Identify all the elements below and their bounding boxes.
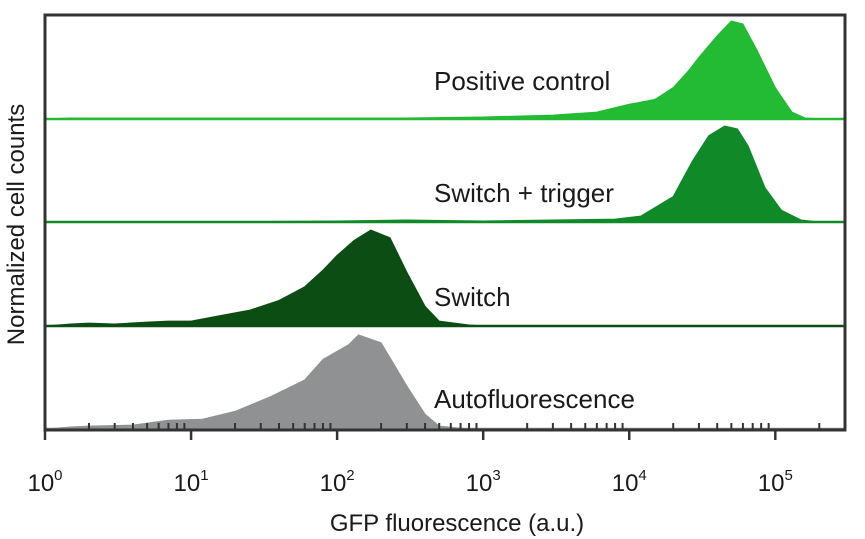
x-tick-label: 100 <box>27 467 62 497</box>
x-tick-base: 10 <box>612 470 639 497</box>
x-tick-exponent: 5 <box>784 467 792 484</box>
x-tick-label: 104 <box>612 467 647 497</box>
panel-autofluorescence: Autofluorescence <box>44 334 845 431</box>
x-tick-base: 10 <box>174 470 201 497</box>
x-tick-base: 10 <box>320 470 347 497</box>
x-tick-base: 10 <box>466 470 493 497</box>
series-label-autofluorescence: Autofluorescence <box>434 384 635 414</box>
x-axis: 100 101 102 103 104 105 <box>27 423 846 497</box>
x-tick-exponent: 2 <box>346 467 354 484</box>
series-label-switch-trigger: Switch + trigger <box>434 178 614 208</box>
panel-switch: Switch <box>44 229 845 328</box>
histogram-switch <box>44 229 845 327</box>
x-tick-exponent: 1 <box>200 467 208 484</box>
x-tick-label: 105 <box>758 467 793 497</box>
x-tick-exponent: 0 <box>54 467 62 484</box>
histogram-panels: Positive control Switch + trigger Switch Au… <box>44 20 845 431</box>
panel-positive-control: Positive control <box>44 20 845 121</box>
series-label-switch: Switch <box>434 282 511 312</box>
x-tick-base: 10 <box>758 470 785 497</box>
x-tick-base: 10 <box>27 470 54 497</box>
x-tick-label: 101 <box>174 467 209 497</box>
y-axis-title: Normalized cell counts <box>3 104 30 345</box>
x-tick-exponent: 3 <box>492 467 500 484</box>
x-tick-label: 102 <box>320 467 355 497</box>
histogram-switch-trigger <box>45 125 845 223</box>
plot-frame <box>43 13 847 432</box>
x-tick-exponent: 4 <box>638 467 646 484</box>
x-tick-label: 103 <box>466 467 501 497</box>
histogram-autofluorescence <box>44 334 845 430</box>
series-label-positive-control: Positive control <box>434 66 610 96</box>
x-axis-title: GFP fluorescence (a.u.) <box>330 510 584 537</box>
panel-switch-trigger: Switch + trigger <box>45 125 845 224</box>
